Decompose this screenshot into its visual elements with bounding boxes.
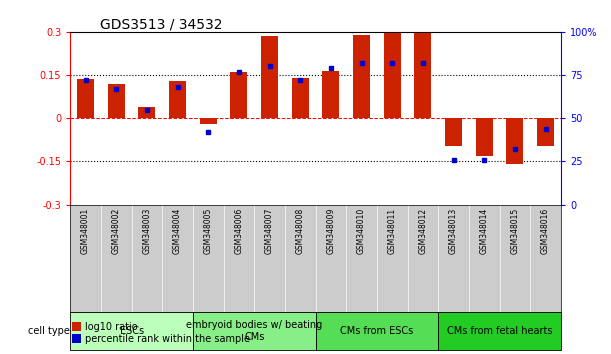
Text: GSM348010: GSM348010 <box>357 208 366 254</box>
Bar <box>261 36 278 118</box>
Text: GSM348009: GSM348009 <box>326 208 335 254</box>
Bar <box>230 72 247 118</box>
Bar <box>193 312 316 350</box>
Text: GSM348001: GSM348001 <box>81 208 90 254</box>
Text: GDS3513 / 34532: GDS3513 / 34532 <box>100 18 222 32</box>
Bar <box>292 78 309 118</box>
Bar <box>384 33 401 118</box>
Bar <box>108 84 125 118</box>
Text: GSM348014: GSM348014 <box>480 208 489 254</box>
Text: GSM348006: GSM348006 <box>235 208 243 254</box>
Text: GSM348015: GSM348015 <box>510 208 519 254</box>
Text: GSM348008: GSM348008 <box>296 208 305 254</box>
Bar <box>414 33 431 118</box>
Bar <box>537 118 554 145</box>
Bar <box>77 79 94 118</box>
Text: GSM348002: GSM348002 <box>112 208 121 254</box>
Bar <box>169 81 186 118</box>
Bar <box>200 118 217 124</box>
Text: CMs from ESCs: CMs from ESCs <box>340 326 414 336</box>
Text: GSM348007: GSM348007 <box>265 208 274 254</box>
Text: GSM348016: GSM348016 <box>541 208 550 254</box>
Bar <box>445 118 462 145</box>
Bar <box>438 312 561 350</box>
Bar <box>70 312 193 350</box>
Text: GSM348013: GSM348013 <box>449 208 458 254</box>
Text: GSM348012: GSM348012 <box>419 208 428 254</box>
Text: GSM348004: GSM348004 <box>173 208 182 254</box>
Bar <box>323 71 339 118</box>
Legend: log10 ratio, percentile rank within the sample: log10 ratio, percentile rank within the … <box>72 322 250 344</box>
Bar <box>316 312 438 350</box>
Bar <box>353 35 370 118</box>
Text: GSM348003: GSM348003 <box>142 208 152 254</box>
Text: GSM348011: GSM348011 <box>388 208 397 254</box>
Text: CMs from fetal hearts: CMs from fetal hearts <box>447 326 552 336</box>
Text: ESCs: ESCs <box>120 326 144 336</box>
Text: cell type: cell type <box>28 326 70 336</box>
Text: GSM348005: GSM348005 <box>203 208 213 254</box>
Bar <box>476 118 492 156</box>
Bar <box>139 107 155 118</box>
Text: embryoid bodies w/ beating
CMs: embryoid bodies w/ beating CMs <box>186 320 323 342</box>
Bar <box>507 118 524 164</box>
